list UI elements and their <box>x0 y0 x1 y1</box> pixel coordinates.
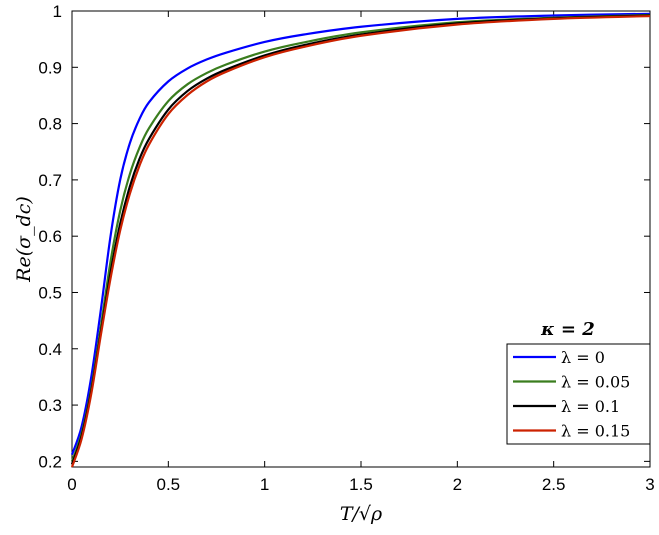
y-tick-label: 0.5 <box>38 283 62 302</box>
y-axis-label: Re(σ_dc) <box>13 196 35 283</box>
x-tick-label: 2 <box>453 475 462 494</box>
legend-label-2: λ = 0.1 <box>561 397 620 416</box>
series-line-0 <box>70 12 651 455</box>
legend-items: λ = 0 λ = 0.05 λ = 0.1 λ = 0.15 <box>513 348 630 441</box>
legend-label-1: λ = 0.05 <box>561 373 630 392</box>
y-tick-label: 0.4 <box>38 340 62 359</box>
y-tick-label: 0.2 <box>38 452 62 471</box>
y-tick-label: 0.6 <box>38 227 62 246</box>
y-tick-label: 0.9 <box>38 58 62 77</box>
legend-title: κ = 2 <box>540 319 595 340</box>
legend: κ = 2 λ = 0 λ = 0.05 λ = 0.1 λ = 0.15 <box>506 319 651 445</box>
x-tick-label: 2.5 <box>542 475 566 494</box>
x-tick-label: 3 <box>645 475 654 494</box>
ticks: 0 0.5 1 1.5 2 2.5 3 0.2 0.3 0.4 0.5 0.6 0.7 0.8 0.9 1 <box>38 2 654 494</box>
legend-box <box>506 343 651 445</box>
y-tick-label: 0.3 <box>38 396 62 415</box>
series-line-3 <box>70 14 651 468</box>
y-tick-label: 0.7 <box>38 171 62 190</box>
series-lines <box>70 12 651 468</box>
y-tick-label: 1 <box>53 2 62 21</box>
x-tick-label: 1.5 <box>349 475 373 494</box>
legend-label-0: λ = 0 <box>561 348 605 367</box>
x-axis-label: T/√ρ <box>340 503 383 525</box>
x-tick-label: 0.5 <box>157 475 181 494</box>
y-tick-label: 0.8 <box>38 115 62 134</box>
legend-label-3: λ = 0.15 <box>561 422 630 441</box>
x-tick-label: 1 <box>260 475 269 494</box>
x-tick-label: 0 <box>67 475 76 494</box>
